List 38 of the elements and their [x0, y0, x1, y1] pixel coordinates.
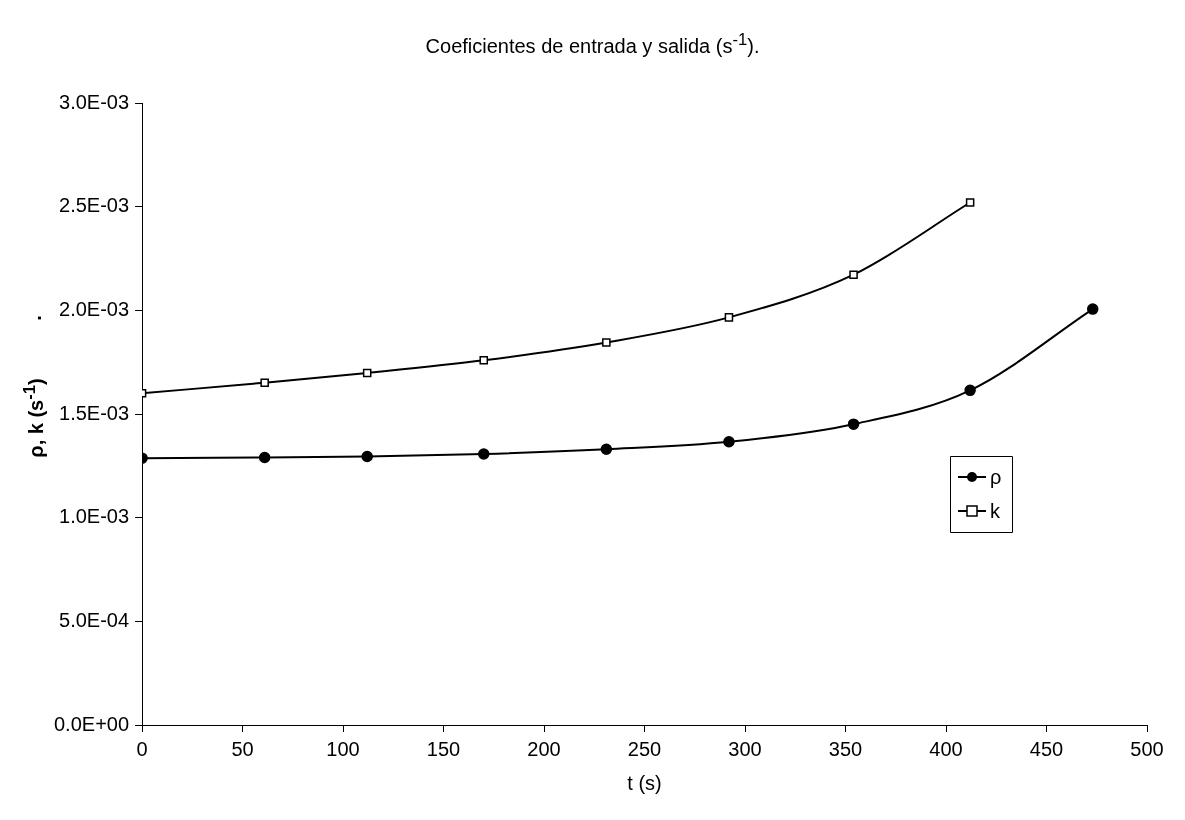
- point: [723, 436, 735, 448]
- point: [361, 450, 373, 463]
- point: [849, 270, 858, 279]
- text: .: [22, 315, 46, 321]
- y-tick-label: 3.0E-03: [59, 90, 130, 113]
- x-tick-label: 50: [231, 737, 254, 760]
- x-tick-label: 200: [527, 737, 561, 760]
- x-tick-label: 100: [326, 737, 360, 760]
- point: [478, 448, 490, 460]
- x-tick-label: 450: [1029, 737, 1064, 760]
- point: [1086, 303, 1099, 315]
- x-tick-label: 400: [929, 737, 963, 760]
- x-axis-title: t (s): [627, 771, 662, 794]
- point: [964, 384, 976, 397]
- y-tick-label: 5.0E-04: [59, 608, 130, 631]
- y-tick-label: 2.0E-03: [59, 297, 130, 320]
- point: [965, 198, 975, 207]
- point: [362, 368, 372, 378]
- point: [258, 451, 271, 464]
- x-tick-label: 250: [627, 737, 662, 760]
- point: [479, 356, 489, 365]
- y-tick-label: 0.0E+00: [53, 712, 130, 735]
- y-tick-label: 1.5E-03: [59, 401, 130, 424]
- point: [847, 418, 860, 430]
- point: [724, 313, 734, 322]
- y-tick-label: 1.0E-03: [59, 505, 130, 528]
- x-tick-label: 500: [1130, 737, 1164, 760]
- legend-label: k: [990, 499, 1001, 522]
- point: [600, 443, 613, 455]
- chart-title: Coeficientes de entrada y salida (s$^{-1}$).: [424, 30, 761, 58]
- y-tick-label: 2.5E-03: [59, 194, 130, 217]
- x-tick-label: 350: [828, 737, 863, 760]
- x-tick-label: 150: [426, 737, 461, 760]
- point: [602, 338, 611, 347]
- legend-label: ρ: [990, 465, 1002, 488]
- point: [260, 378, 269, 387]
- x-tick-label: 0: [136, 737, 148, 760]
- x-tick-label: 300: [728, 737, 762, 760]
